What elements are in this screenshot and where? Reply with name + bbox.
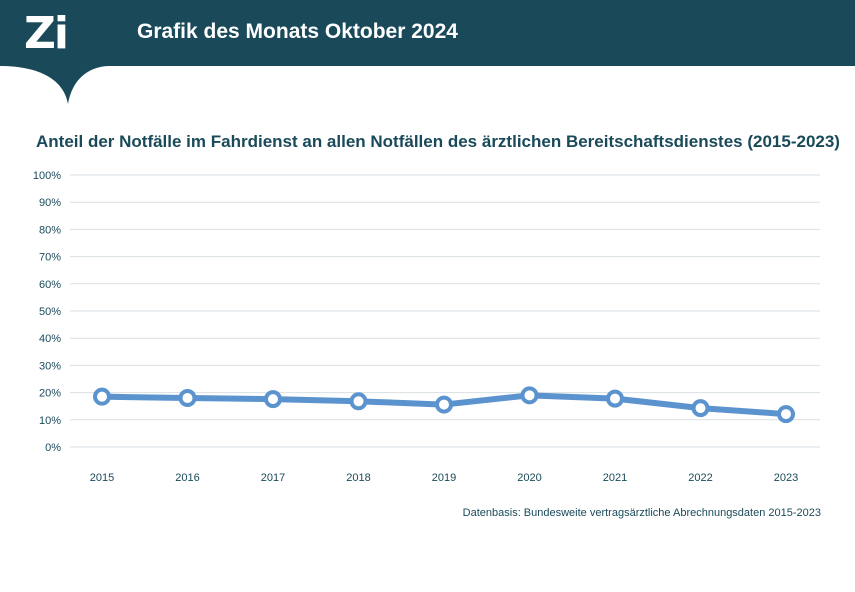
y-tick-label: 10%	[39, 415, 61, 427]
data-point	[691, 399, 710, 418]
chart-title: Anteil der Notfälle im Fahrdienst an all…	[36, 132, 840, 151]
data-point	[178, 389, 197, 408]
header-bar	[0, 0, 855, 66]
data-point	[93, 387, 111, 406]
data-point	[349, 392, 368, 411]
data-point	[264, 390, 282, 409]
header-title: Grafik des Monats Oktober 2024	[137, 20, 458, 43]
logo-badge	[0, 0, 110, 104]
data-point	[777, 405, 795, 424]
y-tick-label: 60%	[39, 279, 61, 291]
y-tick-label: 0%	[45, 442, 61, 454]
logo: Zi	[24, 8, 69, 59]
x-tick-label: 2020	[517, 472, 541, 484]
data-point	[606, 389, 624, 408]
x-tick-label: 2018	[346, 472, 370, 484]
x-tick-label: 2016	[175, 472, 199, 484]
y-tick-label: 50%	[39, 306, 61, 318]
footnote: Datenbasis: Bundesweite vertragsärztlich…	[462, 507, 821, 519]
y-tick-label: 30%	[39, 360, 61, 372]
y-tick-label: 40%	[39, 333, 61, 345]
y-tick-label: 70%	[39, 252, 61, 264]
y-tick-label: 90%	[39, 197, 61, 209]
y-tick-label: 80%	[39, 224, 61, 236]
data-point	[520, 386, 539, 405]
x-tick-label: 2017	[261, 472, 285, 484]
x-tick-label: 2022	[688, 472, 712, 484]
x-tick-label: 2023	[774, 472, 798, 484]
y-tick-label: 100%	[33, 170, 61, 182]
x-tick-label: 2021	[603, 472, 627, 484]
data-point	[435, 395, 453, 414]
y-tick-label: 20%	[39, 388, 61, 400]
x-tick-label: 2015	[90, 472, 114, 484]
x-tick-label: 2019	[432, 472, 456, 484]
